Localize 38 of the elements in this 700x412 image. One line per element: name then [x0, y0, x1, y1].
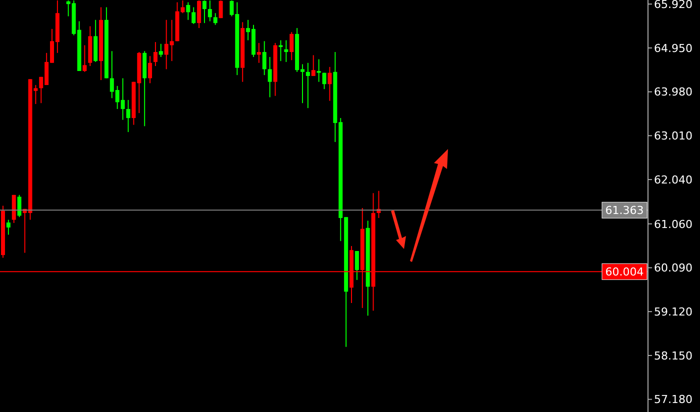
candlestick	[197, 0, 202, 29]
y-tick-label: 57.180	[654, 393, 692, 406]
y-tick-label: 59.120	[654, 306, 692, 319]
candlestick	[354, 250, 359, 280]
candlestick	[268, 56, 272, 98]
candlestick	[82, 44, 87, 72]
candlestick	[192, 6, 196, 24]
candlestick	[213, 12, 218, 26]
candlestick	[278, 40, 283, 62]
candlestick	[6, 219, 10, 236]
y-tick-label: 65.920	[654, 0, 692, 11]
candlestick	[218, 0, 223, 19]
y-tick-label: 63.010	[654, 130, 692, 143]
candlestick	[202, 0, 206, 24]
candlestick	[186, 2, 190, 20]
candlestick	[208, 0, 212, 22]
candlestick	[158, 43, 163, 58]
ref-line-label: 61.363	[605, 204, 644, 218]
candlestick	[17, 194, 22, 218]
ref-line-label: 60.004	[605, 266, 644, 279]
candlestick	[262, 40, 266, 76]
y-tick-label: 64.950	[654, 42, 692, 55]
candlestick	[148, 56, 152, 84]
candlestick	[284, 40, 288, 62]
candlestick	[306, 62, 310, 109]
candlestick	[311, 54, 316, 76]
y-tick-label: 60.090	[654, 262, 692, 275]
y-tick-label: 61.060	[654, 218, 692, 231]
y-tick-label: 62.040	[654, 173, 692, 186]
candlestick	[256, 42, 261, 64]
candlestick	[322, 72, 326, 90]
candlestick	[316, 58, 321, 82]
candlestick	[153, 42, 158, 67]
y-tick-label: 63.980	[654, 86, 692, 99]
candlestick	[126, 99, 130, 133]
y-tick-label: 58.150	[654, 349, 692, 362]
candlestick	[290, 32, 294, 61]
candlestick	[328, 66, 332, 102]
